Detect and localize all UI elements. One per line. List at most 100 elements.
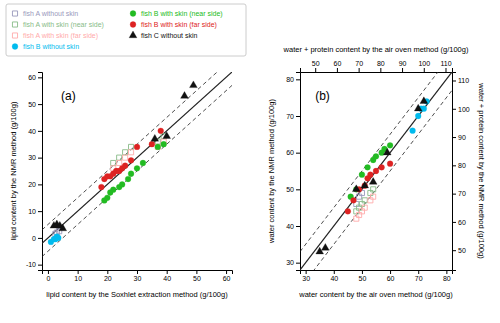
x-tick: 40 (330, 270, 338, 282)
x-tick: 20 (104, 270, 112, 282)
x-tick: 80 (443, 270, 451, 282)
x-axis-title: lipid content by the Soxhlet extraction … (46, 290, 228, 299)
y2-tick-label: 80 (458, 162, 466, 169)
y-tick-label: 80 (286, 76, 294, 83)
x-tick-label: 0 (46, 275, 50, 282)
point (125, 176, 131, 182)
legend-item: fish A with skin (far side) (12, 32, 98, 40)
legend-item: fish B without skin (12, 43, 79, 50)
x2-tick: 90 (399, 60, 407, 72)
point (151, 134, 159, 141)
y-tick-label: 0 (32, 235, 36, 242)
legend-label: fish A with skin (far side) (23, 32, 98, 40)
reference-line (42, 85, 232, 256)
legend-label: fish B without skin (23, 43, 79, 50)
x-tick-label: 50 (359, 275, 367, 282)
point (387, 161, 393, 167)
x2-tick: 50 (312, 60, 320, 72)
legend-label: fish A with skin (near side) (23, 21, 104, 29)
x-tick-mark (226, 270, 227, 274)
reference-line (300, 72, 452, 252)
point (352, 185, 360, 192)
series (98, 128, 163, 190)
x-axis-title: water content by the air oven method (g/… (298, 290, 453, 299)
x-tick: 30 (302, 270, 310, 282)
reference-line (42, 72, 232, 243)
legend: fish A without skinfish A with skin (nea… (6, 4, 246, 56)
point (123, 155, 128, 160)
point (181, 92, 189, 99)
point (361, 181, 369, 188)
point (190, 81, 198, 88)
series (345, 161, 393, 214)
legend-frame (6, 4, 246, 56)
y2-tick-mark (452, 109, 456, 110)
point (316, 247, 324, 254)
x-tick: 70 (415, 270, 423, 282)
y2-axis-title: water + protein content by the NMR metho… (477, 82, 486, 259)
x-tick: 60 (223, 270, 231, 282)
y-axis: -100102030405060 (26, 73, 43, 271)
x2-tick: 60 (334, 60, 342, 72)
y2-tick-mark (452, 194, 456, 195)
y-tick: 80 (286, 76, 300, 83)
point (420, 97, 428, 104)
x-tick: 0 (46, 270, 50, 282)
y2-tick-label: 60 (458, 219, 466, 226)
x-tick-label: 30 (302, 275, 310, 282)
point (387, 142, 393, 148)
x2-axis: 5060708090100110 (301, 60, 453, 73)
y-tick: 40 (28, 128, 42, 135)
point (369, 178, 377, 185)
legend-swatch (130, 22, 136, 28)
x-tick: 50 (193, 270, 201, 282)
x-tick-label: 20 (104, 275, 112, 282)
y-tick-mark (38, 211, 42, 212)
x-tick-mark (48, 270, 49, 274)
point (111, 160, 116, 165)
y-tick: 60 (286, 149, 300, 156)
y-tick-mark (38, 265, 42, 266)
plot-area (300, 72, 452, 270)
y-axis-line (38, 73, 43, 271)
y-tick: 30 (28, 154, 42, 161)
legend-swatch (12, 11, 17, 16)
x-tick-mark (137, 270, 138, 274)
y-tick-label: 40 (286, 223, 294, 230)
y-tick-mark (296, 153, 300, 154)
y2-tick: 80 (452, 162, 466, 169)
series (354, 194, 376, 221)
y-tick-mark (38, 131, 42, 132)
y-tick-mark (38, 104, 42, 105)
x2-tick-mark (315, 68, 316, 72)
y-tick: 60 (28, 74, 42, 81)
point (362, 198, 367, 203)
y-tick-label: -10 (26, 261, 36, 268)
x-tick-mark (167, 270, 168, 274)
y-tick-mark (38, 238, 42, 239)
legend-item: fish B with skin (near side) (130, 10, 223, 18)
point (129, 150, 134, 155)
y-tick: 20 (28, 181, 42, 188)
point (158, 128, 164, 134)
y-axis-title: water content by the NMR method (g/100g) (267, 99, 276, 244)
x-tick-label: 30 (134, 275, 142, 282)
x-tick-mark (78, 270, 79, 274)
panel: 0102030405060-100102030405060lipid conte… (9, 59, 233, 299)
x-tick: 10 (74, 270, 82, 282)
point (155, 144, 161, 150)
x-axis: 0102030405060 (43, 270, 233, 282)
x-tick: 30 (134, 270, 142, 282)
x2-tick-label: 80 (377, 60, 385, 67)
point (149, 141, 155, 147)
y-tick-mark (296, 226, 300, 227)
point (345, 208, 351, 214)
x2-axis-title: water + protein content by the air oven … (283, 45, 469, 54)
y2-tick-label: 110 (458, 77, 469, 84)
point (128, 171, 134, 177)
point (321, 244, 329, 251)
point (351, 197, 357, 203)
y2-tick-mark (452, 250, 456, 251)
x-tick-label: 40 (330, 275, 338, 282)
y2-axis: 5060708090100110 (452, 73, 470, 271)
